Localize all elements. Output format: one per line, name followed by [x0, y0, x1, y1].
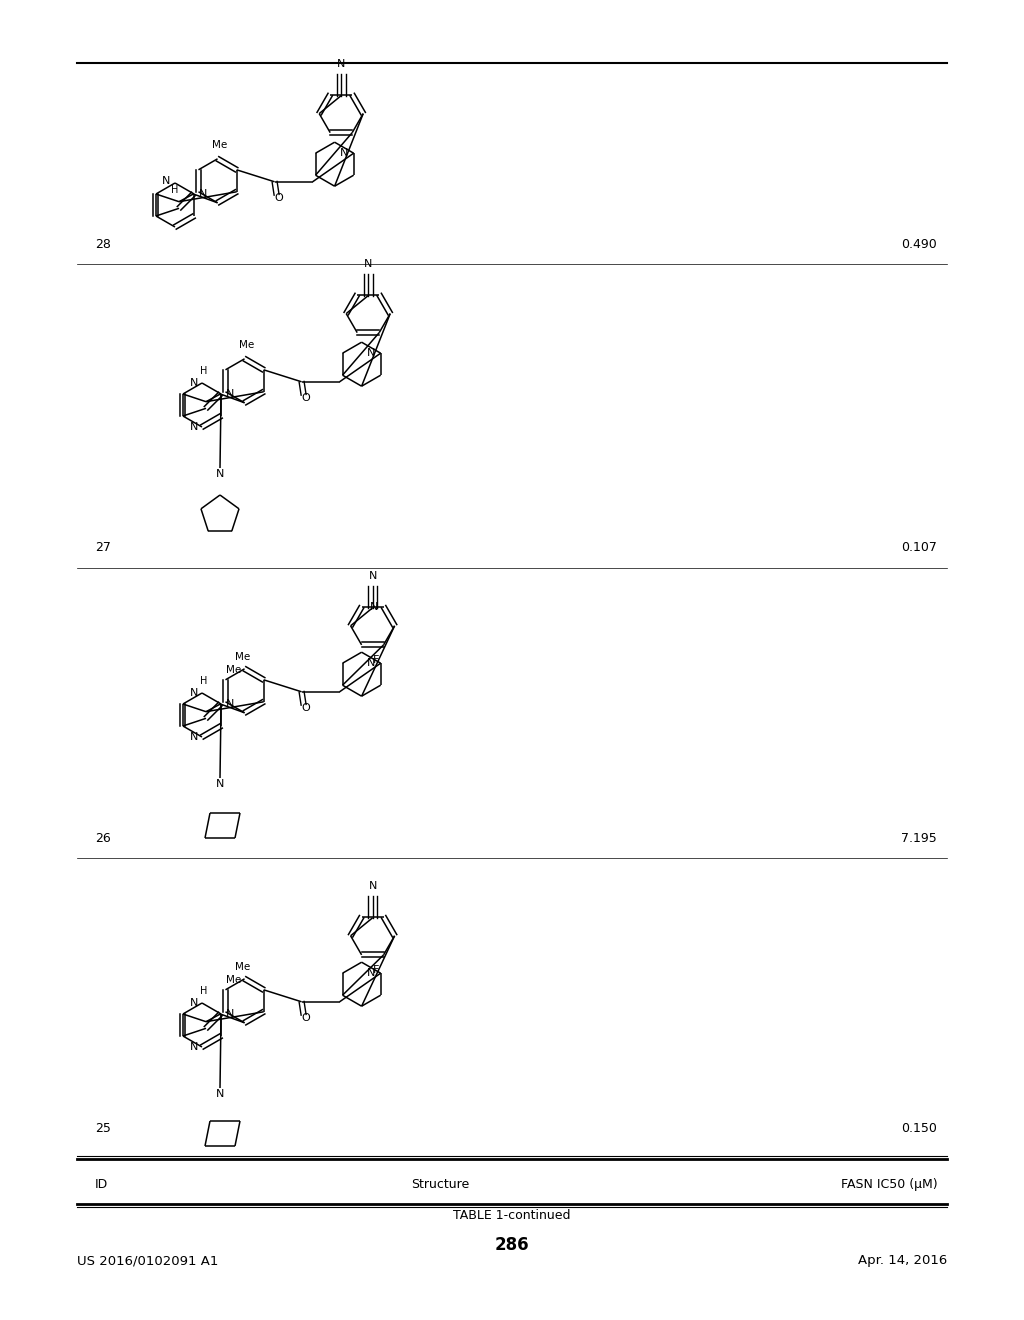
- Text: N: N: [216, 779, 224, 789]
- Text: N: N: [340, 148, 348, 158]
- Text: 7.195: 7.195: [901, 832, 937, 845]
- Text: N: N: [337, 58, 345, 69]
- Text: N: N: [189, 1041, 199, 1052]
- Text: F: F: [373, 655, 379, 665]
- Text: H: H: [201, 676, 208, 686]
- Text: N: N: [199, 189, 208, 199]
- Text: 0.490: 0.490: [901, 238, 937, 251]
- Text: O: O: [301, 393, 310, 403]
- Text: Structure: Structure: [412, 1177, 469, 1191]
- Text: Me: Me: [212, 140, 227, 149]
- Text: TABLE 1-continued: TABLE 1-continued: [454, 1209, 570, 1222]
- Text: Apr. 14, 2016: Apr. 14, 2016: [858, 1254, 947, 1267]
- Text: O: O: [301, 702, 310, 713]
- Text: H: H: [171, 185, 179, 195]
- Text: N: N: [367, 659, 375, 668]
- Text: Me: Me: [234, 962, 250, 972]
- Text: FASN IC50 (μM): FASN IC50 (μM): [841, 1177, 937, 1191]
- Text: 0.150: 0.150: [901, 1122, 937, 1135]
- Text: N: N: [369, 570, 377, 581]
- Text: N: N: [162, 176, 170, 186]
- Text: N: N: [364, 259, 373, 268]
- Text: N: N: [189, 998, 199, 1008]
- Text: Me: Me: [239, 339, 254, 350]
- Text: H: H: [201, 366, 208, 376]
- Text: N: N: [189, 422, 199, 432]
- Text: 25: 25: [95, 1122, 111, 1135]
- Text: O: O: [301, 1012, 310, 1023]
- Text: N: N: [216, 1089, 224, 1100]
- Text: N: N: [226, 700, 234, 709]
- Text: Me: Me: [234, 652, 250, 661]
- Text: 26: 26: [95, 832, 111, 845]
- Text: N: N: [189, 688, 199, 698]
- Text: 0.107: 0.107: [901, 541, 937, 554]
- Text: N: N: [367, 348, 375, 358]
- Text: 286: 286: [495, 1236, 529, 1254]
- Text: N: N: [189, 733, 199, 742]
- Text: ID: ID: [95, 1177, 109, 1191]
- Text: N: N: [226, 389, 234, 399]
- Text: N: N: [370, 602, 378, 611]
- Text: US 2016/0102091 A1: US 2016/0102091 A1: [77, 1254, 218, 1267]
- Text: Me: Me: [226, 974, 241, 985]
- Text: 27: 27: [95, 541, 111, 554]
- Text: H: H: [201, 986, 208, 997]
- Text: N: N: [226, 1008, 234, 1019]
- Text: N: N: [216, 469, 224, 479]
- Text: Me: Me: [226, 665, 241, 675]
- Text: F: F: [373, 965, 379, 975]
- Text: N: N: [369, 880, 377, 891]
- Text: O: O: [274, 193, 283, 203]
- Text: N: N: [367, 968, 375, 978]
- Text: 28: 28: [95, 238, 111, 251]
- Text: N: N: [189, 378, 199, 388]
